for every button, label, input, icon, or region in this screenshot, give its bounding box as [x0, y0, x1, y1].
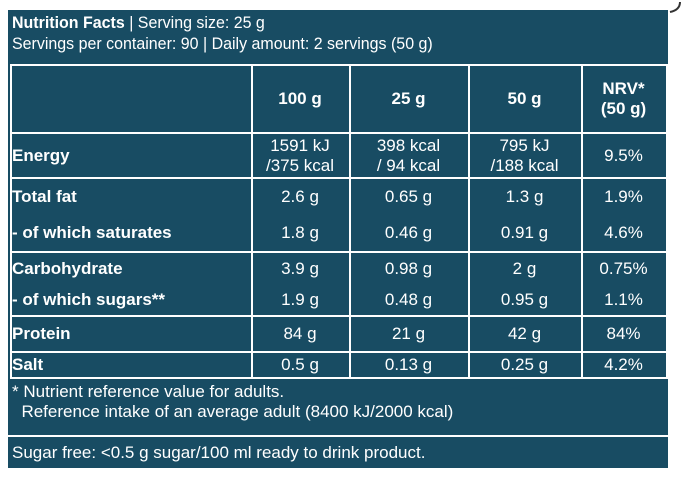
row-label: Total fat	[12, 187, 77, 206]
table-cell: 0.91 g	[500, 223, 549, 242]
table-v-rule	[349, 64, 351, 379]
curl-icon	[669, 1, 681, 13]
table-h-rule	[10, 351, 666, 353]
table-cell: 84%	[606, 324, 641, 343]
panel-header: Nutrition Facts | Serving size: 25 g Ser…	[12, 12, 625, 60]
column-header: 50 g	[507, 89, 542, 108]
row-label: Carbohydrate	[12, 258, 123, 278]
table-h-rule	[10, 315, 666, 317]
table-cell: 2.6 g	[281, 187, 319, 206]
table-h-rule	[10, 64, 666, 66]
footnote-line-2: Reference intake of an average adult (84…	[12, 402, 454, 421]
table-cell: 21 g	[391, 324, 426, 343]
row-label: - of which sugars**	[12, 289, 166, 309]
table-cell: 0.75%	[599, 258, 648, 278]
footer-rule	[8, 435, 668, 437]
table-cell: 0.95 g	[500, 289, 549, 309]
table-v-rule	[251, 64, 253, 379]
nutrition-panel: Nutrition Facts | Serving size: 25 g Ser…	[8, 10, 668, 468]
table-v-rule	[666, 64, 668, 379]
table-cell: 0.46 g	[384, 223, 433, 242]
table-h-rule	[10, 132, 666, 134]
table-cell: 0.48 g	[384, 289, 433, 309]
table-cell: 0.13 g	[384, 355, 433, 374]
table-h-rule	[10, 377, 666, 379]
serving-size: | Serving size: 25 g	[124, 13, 265, 32]
table-v-rule	[581, 64, 583, 379]
table-cell: 4.2%	[604, 355, 643, 374]
table-cell: 0.65 g	[384, 187, 433, 206]
sugar-free-note: Sugar free: <0.5 g sugar/100 ml ready to…	[12, 443, 426, 462]
table-cell: 1591 kJ /375 kcal	[265, 135, 335, 175]
footnote: * Nutrient reference value for adults. R…	[12, 382, 453, 422]
table-v-rule	[10, 64, 12, 379]
table-cell: 1.3 g	[505, 187, 544, 206]
table-cell: 84 g	[283, 324, 317, 343]
table-cell: 1.1%	[604, 289, 643, 309]
table-cell: 0.25 g	[500, 355, 549, 374]
row-label: Protein	[12, 324, 71, 343]
column-header: NRV* (50 g)	[600, 79, 647, 118]
row-label: Salt	[12, 355, 44, 374]
row-label: Energy	[12, 145, 70, 165]
table-cell: 9.5%	[604, 145, 643, 165]
table-cell: 1.8 g	[281, 223, 319, 242]
table-cell: 795 kJ /188 kcal	[490, 135, 559, 175]
row-label: - of which saturates	[12, 223, 172, 242]
table-cell: 1.9 g	[281, 289, 319, 309]
footnote-line-1: * Nutrient reference value for adults.	[12, 382, 285, 401]
header-line-1: Nutrition Facts | Serving size: 25 g	[12, 12, 625, 33]
table-cell: 3.9 g	[281, 258, 319, 278]
table-cell: 2 g	[512, 258, 537, 278]
column-header: 100 g	[278, 89, 322, 108]
table-cell: 4.6%	[604, 223, 643, 242]
table-cell: 398 kcal / 94 kcal	[376, 135, 441, 175]
table-cell: 42 g	[507, 324, 542, 343]
column-header: 25 g	[391, 89, 426, 108]
table-cell: 0.98 g	[384, 258, 433, 278]
table-cell: 0.5 g	[281, 355, 319, 374]
table-h-rule	[10, 251, 666, 253]
table-cell: 1.9%	[604, 187, 643, 206]
table-v-rule	[468, 64, 470, 379]
nutrition-facts-title: Nutrition Facts	[12, 13, 125, 32]
servings-line: Servings per container: 90 | Daily amoun…	[12, 34, 433, 53]
table-h-rule	[10, 177, 666, 179]
